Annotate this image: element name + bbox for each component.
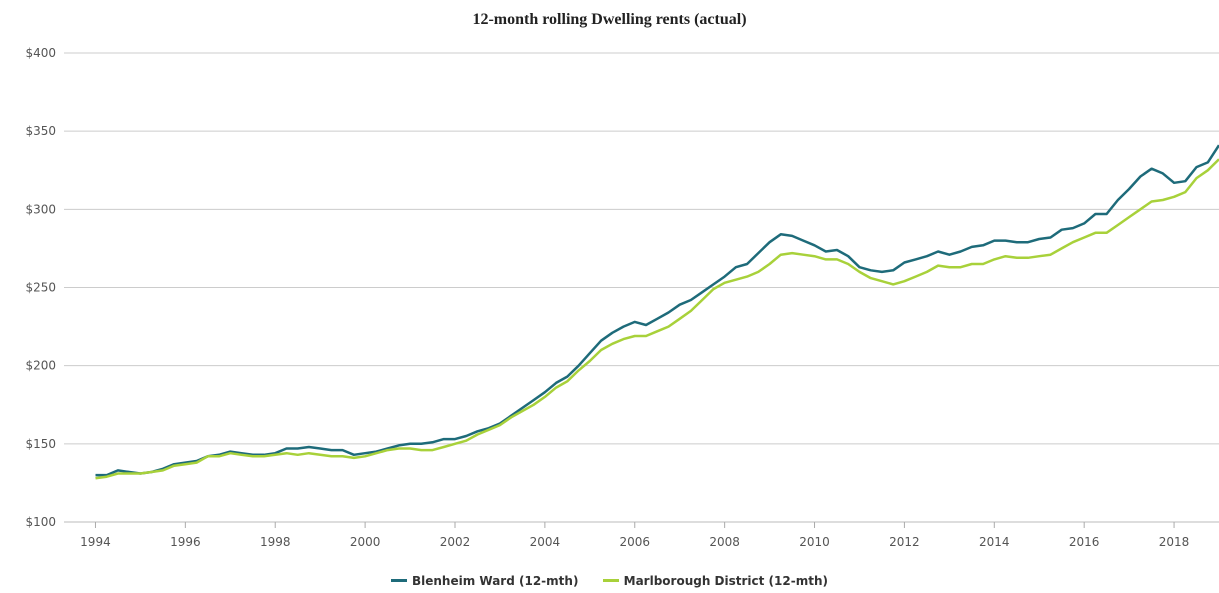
legend-swatch-blenheim — [390, 579, 407, 582]
series-line-1 — [95, 158, 1219, 480]
x-tick-label: 1994 — [80, 535, 111, 549]
x-tick-label: 2016 — [1069, 535, 1100, 549]
x-tick-label: 2000 — [350, 535, 381, 549]
x-tick-label: 2004 — [530, 535, 561, 549]
y-tick-label: $350 — [25, 124, 56, 138]
x-tick-label: 2002 — [440, 535, 471, 549]
legend-item-blenheim[interactable]: Blenheim Ward (12-mth) — [390, 574, 579, 588]
series-line-0 — [95, 144, 1219, 477]
y-tick-label: $200 — [25, 359, 56, 373]
legend-item-marlborough[interactable]: Marlborough District (12-mth) — [602, 574, 828, 588]
x-tick-label: 2018 — [1159, 535, 1190, 549]
y-tick-label: $150 — [25, 437, 56, 451]
chart-legend: Blenheim Ward (12-mth) Marlborough Distr… — [0, 574, 1219, 588]
x-tick-label: 2008 — [709, 535, 740, 549]
x-tick-label: 1998 — [260, 535, 291, 549]
y-tick-label: $400 — [25, 46, 56, 60]
x-tick-label: 2012 — [889, 535, 920, 549]
legend-label-marlborough: Marlborough District (12-mth) — [623, 574, 828, 588]
x-tick-label: 2006 — [619, 535, 650, 549]
x-tick-label: 2014 — [979, 535, 1010, 549]
x-tick-label: 1996 — [170, 535, 201, 549]
y-tick-label: $250 — [25, 281, 56, 295]
y-tick-label: $100 — [25, 515, 56, 529]
legend-swatch-marlborough — [602, 579, 619, 582]
chart-title: 12-month rolling Dwelling rents (actual) — [472, 11, 747, 28]
x-tick-label: 2010 — [799, 535, 830, 549]
legend-label-blenheim: Blenheim Ward (12-mth) — [411, 574, 579, 588]
y-tick-label: $300 — [25, 202, 56, 216]
